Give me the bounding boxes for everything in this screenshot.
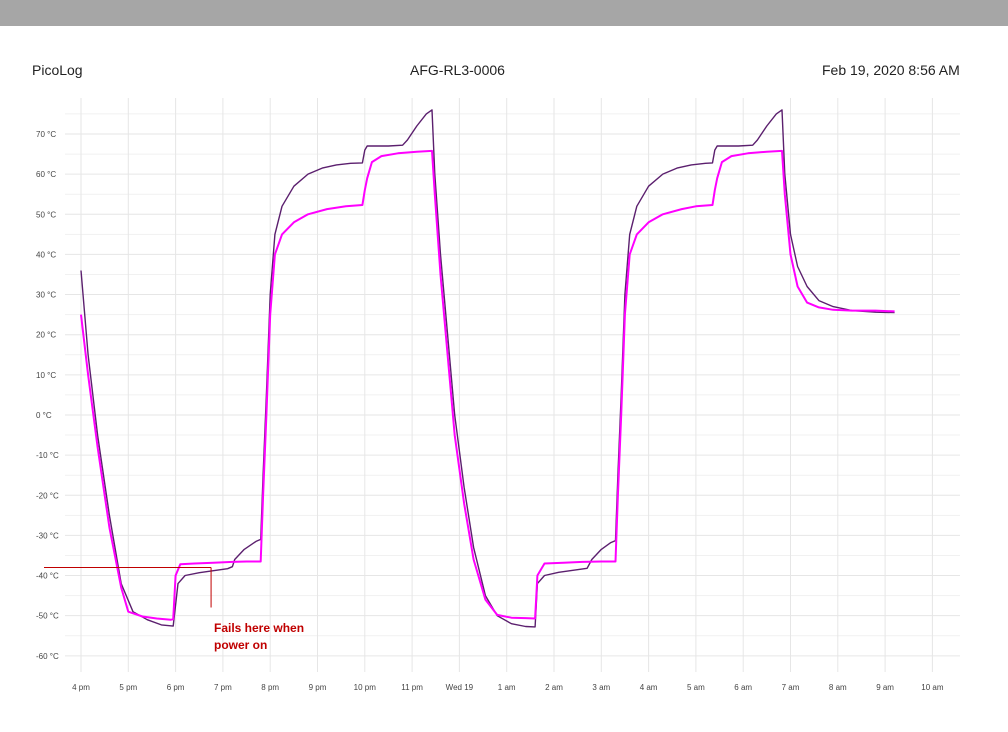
app-name: PicoLog [32,62,83,78]
annotation-text: Fails here when [214,621,304,635]
x-tick-label: Wed 19 [446,683,474,692]
x-tick-label: 5 pm [119,683,137,692]
x-tick-label: 10 am [921,683,944,692]
x-tick-label: 1 am [498,683,516,692]
series-line-1 [80,109,895,628]
timestamp: Feb 19, 2020 8:56 AM [822,62,960,78]
top-bar [0,0,1008,26]
series-group [80,109,895,628]
x-tick-label: 2 am [545,683,563,692]
y-tick-label: -10 °C [36,451,59,460]
x-tick-label: 6 pm [167,683,185,692]
x-tick-label: 9 am [876,683,894,692]
x-tick-label: 4 am [640,683,658,692]
y-tick-label: -40 °C [36,572,59,581]
y-tick-label: 50 °C [36,210,56,219]
x-tick-label: 3 am [592,683,610,692]
annotation-text: power on [214,638,267,652]
x-tick-label: 9 pm [309,683,327,692]
y-tick-label: -60 °C [36,652,59,661]
x-tick-label: 10 pm [354,683,377,692]
y-tick-label: -30 °C [36,531,59,540]
y-tick-label: 30 °C [36,291,56,300]
annotation: Fails here when power on [44,567,304,652]
x-tick-label: 6 am [734,683,752,692]
device-name: AFG-RL3-0006 [410,62,505,78]
y-tick-label: 40 °C [36,250,56,259]
x-tick-label: 7 am [782,683,800,692]
y-tick-label: -20 °C [36,491,59,500]
x-tick-label: 8 pm [261,683,279,692]
y-axis-ticks: 70 °C 60 °C 50 °C 40 °C 30 °C 20 °C 10 °C 0 °C -… [36,130,59,661]
x-tick-label: 7 pm [214,683,232,692]
x-tick-label: 5 am [687,683,705,692]
y-tick-label: 20 °C [36,331,56,340]
y-tick-label: 60 °C [36,170,56,179]
grid [65,98,960,672]
x-tick-label: 11 pm [401,683,423,692]
y-tick-label: -50 °C [36,612,59,621]
y-tick-label: 10 °C [36,371,56,380]
y-tick-label: 70 °C [36,130,56,139]
x-axis-ticks: 4 pm 5 pm 6 pm 7 pm 8 pm 9 pm 10 pm 11 pm Wed 19… [72,683,944,692]
x-tick-label: 8 am [829,683,847,692]
y-tick-label: 0 °C [36,411,52,420]
series-line-2 [80,149,895,621]
x-tick-label: 4 pm [72,683,90,692]
